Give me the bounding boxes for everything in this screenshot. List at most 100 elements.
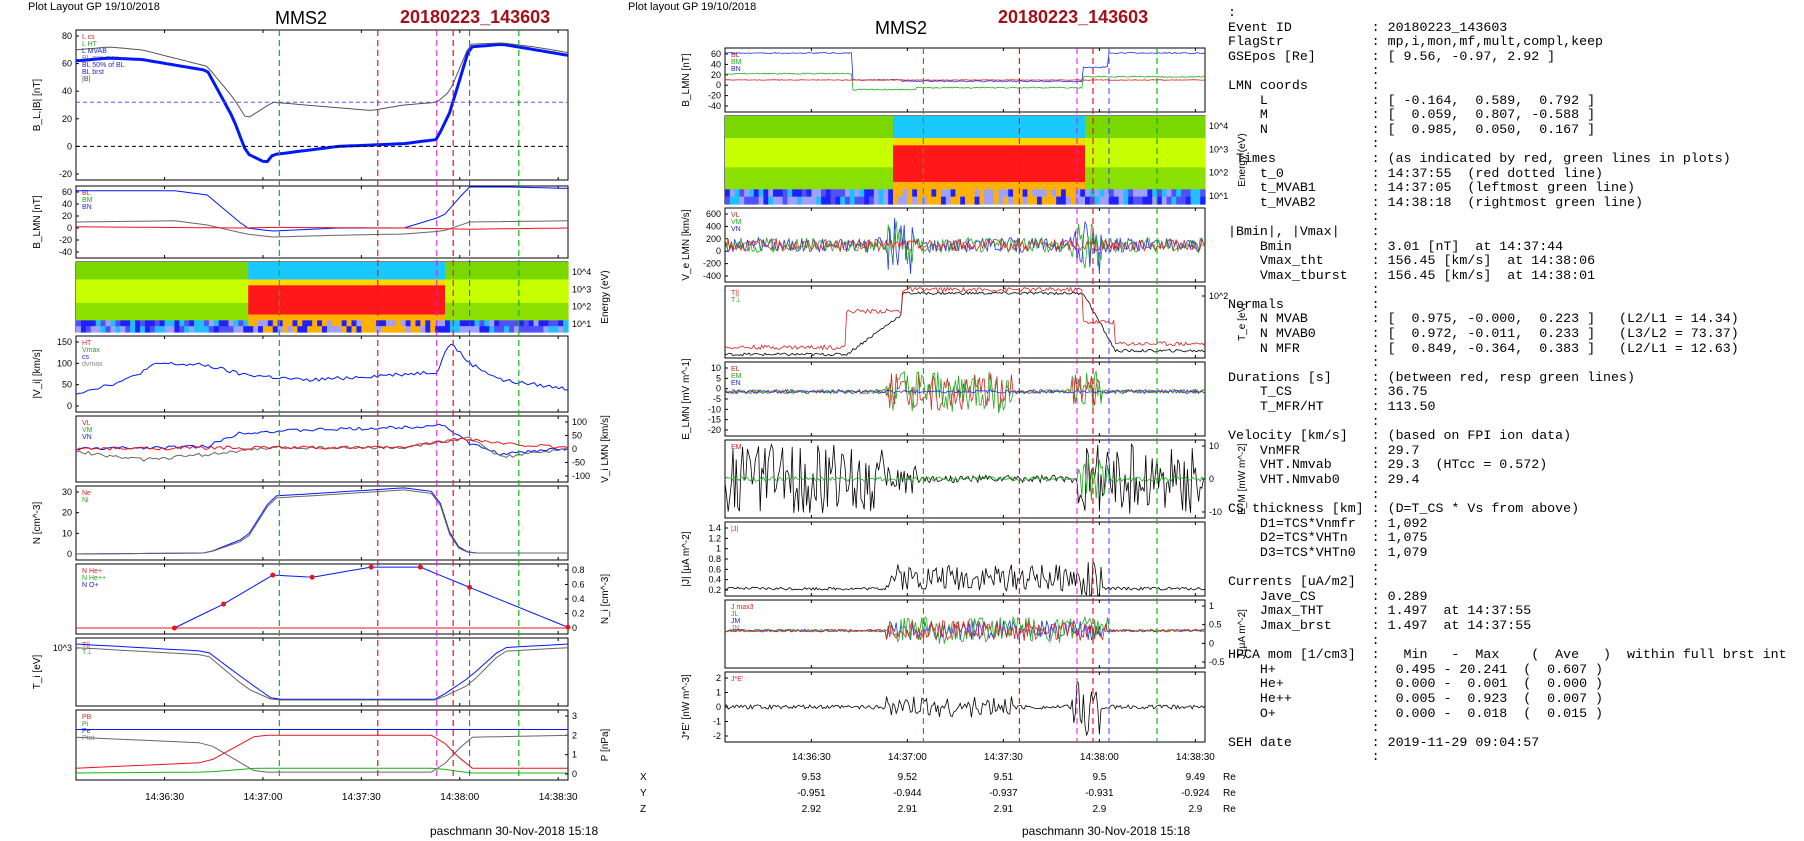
spectrogram-cell bbox=[806, 152, 812, 161]
spectrogram-cell bbox=[1027, 145, 1033, 154]
spectrogram-cell bbox=[926, 182, 932, 190]
legend-entry: dvmax bbox=[82, 361, 103, 368]
spectrogram-cell bbox=[777, 174, 784, 183]
legend-entry: Ptot bbox=[82, 735, 95, 742]
spectrogram-cell bbox=[351, 314, 358, 321]
spectrogram-cell bbox=[1046, 196, 1052, 205]
spectrogram-cell bbox=[1080, 116, 1086, 124]
spectrogram-cell bbox=[979, 152, 985, 161]
spectrogram-cell bbox=[1185, 160, 1192, 168]
spectrogram-cell bbox=[105, 267, 112, 275]
spectrogram-cell bbox=[725, 116, 731, 124]
spectrogram-cell bbox=[179, 297, 185, 304]
spectrogram-cell bbox=[518, 285, 525, 292]
spectrogram-cell bbox=[474, 273, 481, 281]
spectrogram-cell bbox=[1065, 174, 1072, 183]
spectrogram-cell bbox=[203, 262, 210, 269]
spectrogram-cell bbox=[1080, 160, 1086, 168]
spectrogram-cell bbox=[1037, 160, 1043, 168]
y-tick-label: -20 bbox=[59, 235, 72, 245]
spectrogram-cell bbox=[390, 320, 397, 327]
spectrogram-cell bbox=[979, 130, 985, 139]
spectrogram-cell bbox=[105, 302, 112, 310]
spectrogram-cell bbox=[144, 291, 151, 298]
spectrogram-cell bbox=[292, 262, 298, 269]
spectrogram-cell bbox=[139, 273, 146, 281]
spectrogram-cell bbox=[835, 189, 841, 198]
spectrogram-cell bbox=[120, 314, 126, 321]
spectrogram-cell bbox=[1147, 167, 1153, 176]
spectrogram-cell bbox=[1176, 130, 1182, 139]
spectrogram-cell bbox=[440, 291, 446, 298]
spectrogram-cell bbox=[435, 302, 441, 310]
spectrogram-cell bbox=[974, 196, 980, 205]
spectrogram-cell bbox=[120, 291, 126, 298]
spectrogram-cell bbox=[998, 160, 1004, 168]
spectrogram-cell bbox=[425, 320, 431, 327]
spectrogram-cell bbox=[184, 297, 190, 304]
y-tick-label: 80 bbox=[62, 31, 72, 41]
spectrogram-cell bbox=[203, 314, 210, 321]
spectrogram-cell bbox=[989, 174, 995, 183]
spectrogram-cell bbox=[749, 145, 755, 154]
spectrogram-cell bbox=[931, 130, 937, 139]
spectrogram-cell bbox=[835, 152, 841, 161]
spectrogram-cell bbox=[179, 314, 185, 321]
spectrogram-cell bbox=[189, 262, 195, 269]
spectrogram-cell bbox=[395, 291, 402, 298]
spectrogram-cell bbox=[1008, 189, 1014, 198]
spectrogram-cell bbox=[435, 326, 441, 333]
spectrogram-cell bbox=[336, 308, 343, 316]
spectrogram-cell bbox=[415, 326, 421, 333]
spectrogram-cell bbox=[331, 302, 338, 310]
spectrogram-cell bbox=[1176, 189, 1182, 198]
spectrogram-cell bbox=[1128, 145, 1134, 154]
spectrogram-cell bbox=[1147, 116, 1153, 124]
spectrogram-cell bbox=[1152, 123, 1158, 132]
spectrogram-cell bbox=[1046, 182, 1052, 190]
spectrogram-cell bbox=[548, 320, 554, 327]
spectrogram-cell bbox=[76, 302, 82, 310]
spectrogram-cell bbox=[371, 273, 377, 281]
spectrogram-cell bbox=[1113, 152, 1120, 161]
spectrogram-cell bbox=[445, 314, 451, 321]
info-line: : bbox=[1228, 63, 1380, 79]
spectrogram-cell bbox=[1161, 196, 1168, 205]
spectrogram-cell bbox=[873, 123, 880, 132]
spectrogram-cell bbox=[753, 174, 760, 183]
data-point bbox=[417, 564, 423, 570]
legend-entry: L MVAB bbox=[82, 48, 107, 55]
spectrogram-cell bbox=[223, 291, 230, 298]
spectrogram-cell bbox=[969, 160, 976, 168]
spectrogram-cell bbox=[282, 291, 289, 298]
spectrogram-cell bbox=[115, 279, 121, 286]
spectrogram-cell bbox=[563, 320, 569, 327]
spectrogram-cell bbox=[1065, 123, 1072, 132]
spectrogram-cell bbox=[302, 302, 308, 310]
spectrogram-cell bbox=[1080, 167, 1086, 176]
spectrogram-cell bbox=[1070, 160, 1076, 168]
spectrogram-cell bbox=[518, 297, 525, 304]
y-tick-label: -15 bbox=[708, 415, 721, 425]
spectrogram-cell bbox=[1147, 160, 1153, 168]
spectrogram-cell bbox=[484, 326, 490, 333]
spectrogram-cell bbox=[1171, 152, 1177, 161]
spectrogram-cell bbox=[144, 308, 151, 316]
spectrogram-cell bbox=[346, 291, 353, 298]
spectrogram-cell bbox=[945, 152, 952, 161]
spectrogram-cell bbox=[228, 267, 235, 275]
spectrogram-cell bbox=[806, 130, 812, 139]
spectrogram-cell bbox=[998, 189, 1004, 198]
y-axis-label: N_i [cm^-3] bbox=[600, 574, 611, 624]
spectrogram-cell bbox=[878, 174, 884, 183]
spectrogram-cell bbox=[1161, 167, 1168, 176]
spectrogram-cell bbox=[830, 160, 836, 168]
spectrogram-cell bbox=[1109, 189, 1115, 198]
spectrogram-cell bbox=[322, 262, 328, 269]
info-line: : bbox=[1228, 5, 1236, 20]
spectrogram-cell bbox=[1195, 160, 1201, 168]
spectrogram-cell bbox=[262, 267, 269, 275]
spectrogram-cell bbox=[797, 174, 803, 183]
spectrogram-cell bbox=[189, 308, 195, 316]
spectrogram-cell bbox=[792, 130, 798, 139]
